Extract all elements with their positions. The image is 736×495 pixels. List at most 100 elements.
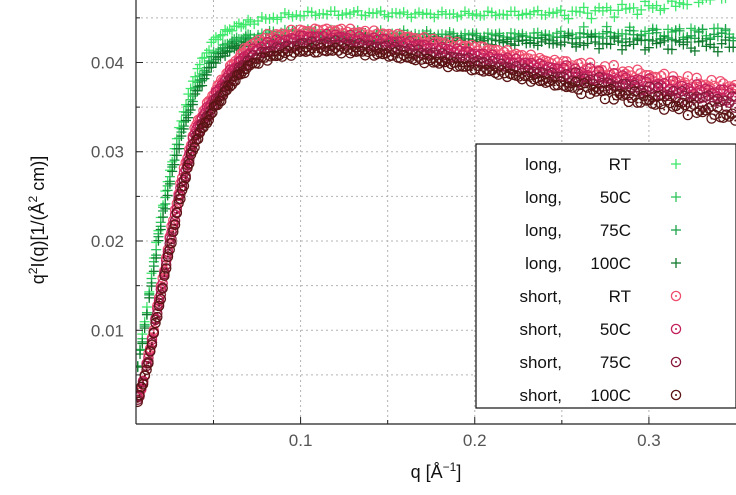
data-point (691, 79, 702, 90)
data-point (155, 224, 166, 235)
legend-label-name: short, (519, 353, 562, 372)
data-point (705, 0, 708, 3)
data-point (187, 76, 198, 87)
x-tick-label: 0.1 (289, 431, 313, 450)
data-point (153, 300, 165, 312)
data-point (168, 226, 179, 237)
data-point (174, 143, 185, 154)
data-point (201, 69, 212, 80)
y-tick-label: 0.02 (91, 232, 124, 251)
data-point (666, 0, 677, 7)
data-point (146, 339, 158, 350)
data-point (162, 190, 173, 201)
y-axis-title: q2I(q)[1/(Å2 cm)] (26, 156, 48, 284)
data-point (146, 281, 157, 292)
data-point (227, 25, 237, 36)
data-point (197, 53, 208, 64)
data-point (137, 338, 148, 349)
data-point (152, 311, 163, 323)
data-point (628, 2, 639, 13)
data-point (563, 30, 574, 41)
legend-label-name: long, (525, 155, 562, 174)
data-point (727, 91, 736, 102)
data-point (185, 105, 196, 116)
data-point (236, 21, 247, 32)
legend-marker (671, 225, 681, 235)
data-point (697, 24, 708, 35)
data-point (703, 90, 714, 101)
legend-label-temp: 100C (590, 386, 631, 405)
data-point (567, 82, 578, 93)
data-point (169, 159, 180, 170)
data-point (136, 381, 147, 393)
data-point (192, 63, 203, 74)
data-point (227, 41, 237, 52)
data-point (144, 292, 155, 303)
data-point (605, 39, 616, 50)
data-point (167, 166, 178, 177)
data-point (659, 3, 670, 14)
data-point (187, 99, 198, 110)
data-point (659, 35, 670, 46)
legend-marker (670, 389, 682, 401)
data-point (613, 36, 624, 47)
data-point (697, 35, 708, 46)
legend-label-name: long, (525, 254, 562, 273)
legend-label-name: short, (519, 386, 562, 405)
data-point (718, 78, 729, 89)
data-point (139, 323, 150, 334)
data-point (224, 81, 236, 92)
legend-marker (670, 356, 682, 368)
data-point (151, 252, 162, 263)
legend-label-temp: 75C (600, 221, 631, 240)
series-7 (136, 42, 736, 408)
data-point (682, 37, 693, 48)
data-point (666, 44, 677, 55)
data-point (709, 109, 720, 120)
data-point (586, 13, 597, 24)
data-point (136, 396, 143, 408)
data-point (727, 84, 736, 95)
data-point (169, 209, 181, 220)
legend-label-temp: RT (609, 287, 631, 306)
legend-box (475, 143, 736, 409)
data-point (697, 106, 708, 118)
data-point (667, 75, 679, 86)
data-point (578, 2, 589, 13)
data-point (636, 35, 647, 46)
data-point (651, 27, 662, 38)
data-point (210, 32, 221, 43)
data-point (185, 83, 196, 94)
data-point (230, 75, 241, 87)
data-point (164, 178, 175, 189)
data-point (689, 45, 700, 56)
data-point (150, 314, 161, 326)
data-point (433, 58, 445, 69)
data-point (159, 270, 170, 282)
data-point (720, 35, 731, 46)
legend-marker (671, 159, 681, 169)
data-point (136, 362, 143, 373)
data-point (194, 59, 205, 70)
legend-label-temp: 100C (590, 254, 631, 273)
data-point (243, 14, 254, 25)
x-tick-label: 0.2 (463, 431, 487, 450)
data-point (582, 8, 593, 19)
data-point (166, 237, 177, 249)
data-point (210, 58, 221, 69)
series-0 (136, 0, 727, 372)
data-point (153, 235, 164, 246)
data-point (593, 71, 605, 83)
data-point (705, 0, 716, 5)
y-tick-label: 0.03 (91, 143, 124, 162)
data-point (715, 84, 726, 95)
data-point (629, 79, 640, 91)
data-point (160, 263, 172, 274)
legend-label-temp: 75C (600, 353, 631, 372)
data-point (204, 45, 215, 56)
data-point (155, 293, 167, 305)
legend-marker (671, 192, 681, 202)
data-point (718, 95, 729, 106)
data-point (712, 102, 723, 113)
